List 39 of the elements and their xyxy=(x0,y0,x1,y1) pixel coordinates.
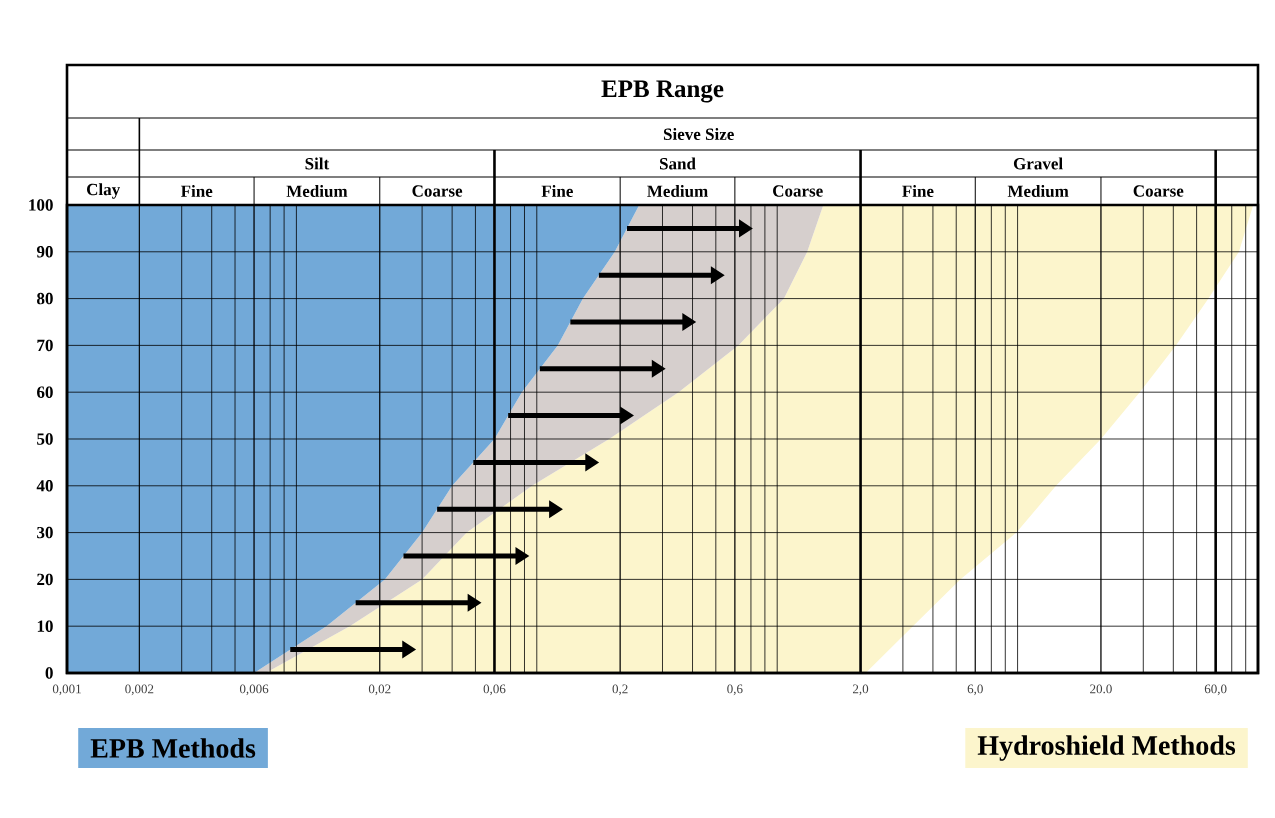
y-tick-label: 20 xyxy=(37,573,53,586)
text: Coarse xyxy=(412,185,463,197)
text: Medium xyxy=(647,184,708,197)
x-tick-label: 0,2 xyxy=(612,684,628,696)
text: Coarse xyxy=(773,185,823,197)
x-tick-label: 0,02 xyxy=(368,684,391,696)
text: Silt xyxy=(305,157,330,170)
text: EPB Methods xyxy=(90,738,256,758)
chart-title: EPB Range xyxy=(601,80,724,103)
text: Fine xyxy=(180,185,213,197)
y-tick-label: 100 xyxy=(29,199,53,211)
y-tick-label: 70 xyxy=(37,339,53,352)
text: Fine xyxy=(902,185,934,197)
text: Coarse xyxy=(1133,185,1184,197)
x-tick-label: 0,006 xyxy=(239,684,269,696)
y-tick-label: 40 xyxy=(36,480,53,492)
text: Medium xyxy=(286,184,348,197)
text: Fine xyxy=(541,185,573,197)
text: Clay xyxy=(87,183,121,199)
y-tick-label: 0 xyxy=(45,667,53,679)
text: Sand xyxy=(659,157,696,170)
x-tick-label: 20.0 xyxy=(1090,684,1112,694)
x-tick-label: 60,0 xyxy=(1204,684,1227,696)
x-tick-label: 0,002 xyxy=(125,684,154,696)
x-tick-label: 2,0 xyxy=(852,684,869,696)
text: Medium xyxy=(1007,184,1069,197)
text: Gravel xyxy=(1013,157,1063,170)
y-tick-label: 80 xyxy=(37,292,53,305)
text: Hydroshield Methods xyxy=(977,735,1236,761)
y-tick-label: 10 xyxy=(37,620,53,632)
y-tick-label: 50 xyxy=(37,433,53,445)
x-tick-label: 0,06 xyxy=(483,684,506,696)
x-tick-label: 6,0 xyxy=(967,684,983,696)
text: Sieve Size xyxy=(663,128,734,140)
y-tick-label: 60 xyxy=(37,386,53,398)
x-tick-label: 0,001 xyxy=(52,684,81,696)
y-tick-label: 90 xyxy=(36,246,53,258)
x-tick-label: 0,6 xyxy=(727,684,743,696)
y-tick-label: 30 xyxy=(37,526,53,539)
